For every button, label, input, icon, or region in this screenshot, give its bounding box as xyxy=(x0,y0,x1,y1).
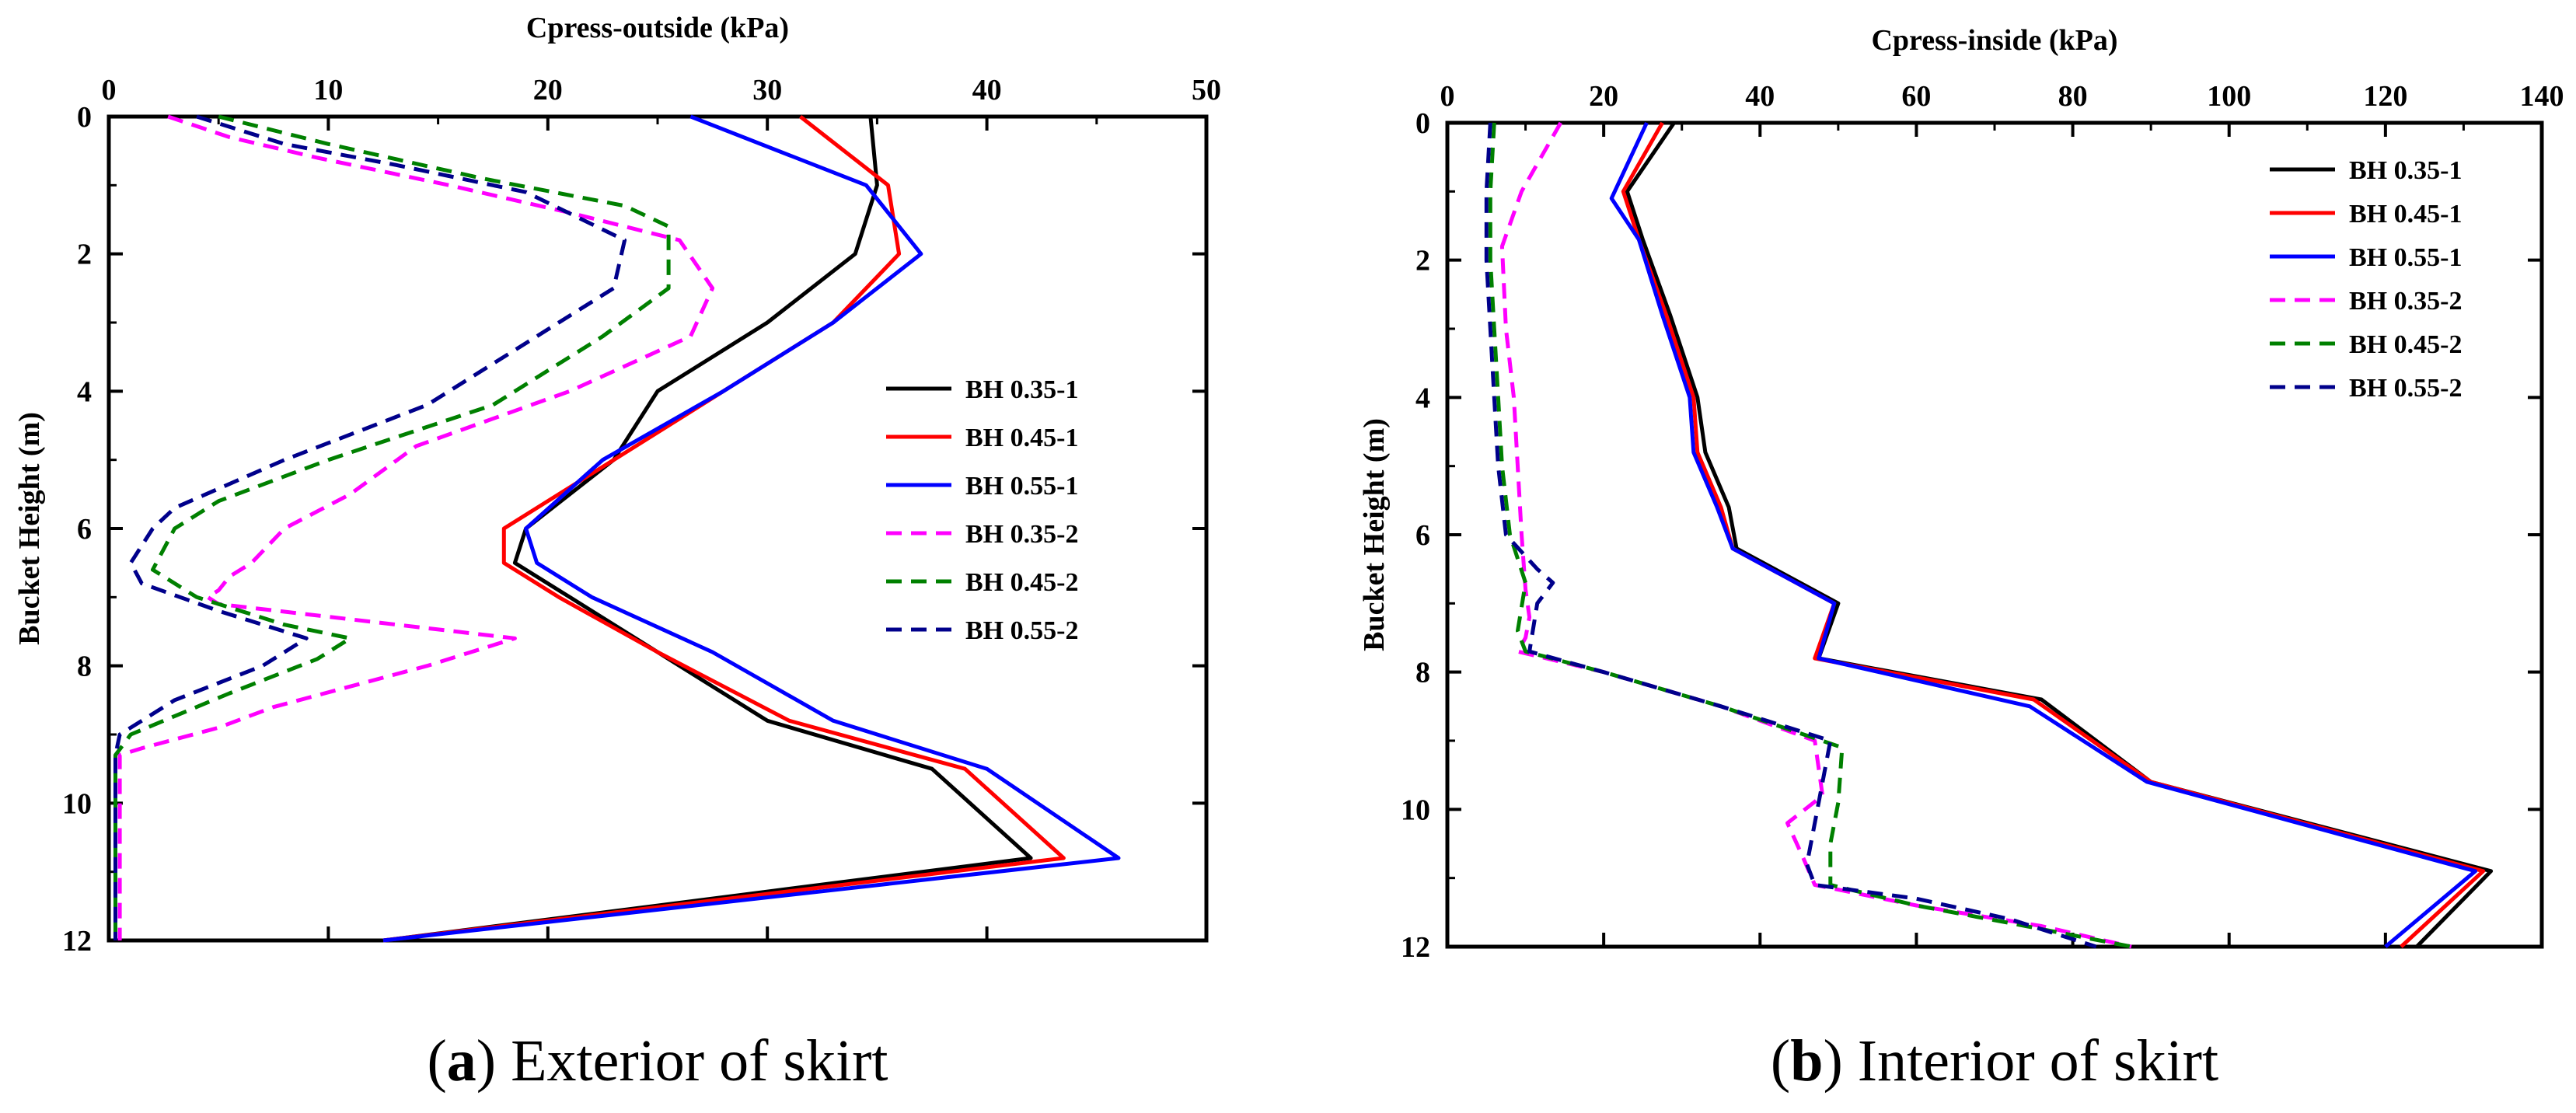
panel-b-legend-label-6: BH 0.55-2 xyxy=(2349,374,2462,403)
panel-a-legend-label-6: BH 0.55-2 xyxy=(965,616,1078,645)
panel-b-caption-letter: b xyxy=(1790,1028,1823,1094)
panel-b-series-line-3 xyxy=(1609,121,2477,948)
panel-a-series-line-5 xyxy=(113,114,671,940)
panel-b-legend-label-1: BH 0.35-1 xyxy=(2349,156,2462,185)
panel-b-legend-label-5: BH 0.45-2 xyxy=(2349,330,2462,359)
panel-a-series-line-1 xyxy=(382,116,1033,943)
panel-a-y-tick-label: 8 xyxy=(77,651,92,683)
panel-b-y-tick-label: 8 xyxy=(1415,657,1430,689)
panel-b-y-tick-label: 4 xyxy=(1415,382,1430,414)
panel-a-legend-label-3: BH 0.55-1 xyxy=(965,472,1078,501)
panel-a-y-tick-label: 10 xyxy=(62,787,92,820)
panel-a-y-tick-label: 12 xyxy=(62,925,92,958)
panel-b-x-tick-label: 120 xyxy=(2363,80,2407,113)
panel-a-series-line-2 xyxy=(382,115,1066,943)
panel-a-series xyxy=(113,114,1121,943)
panel-b-x-tick-label: 20 xyxy=(1589,80,1618,113)
panel-a-y-tick-label: 6 xyxy=(77,513,92,546)
panel-b-x-tick-label: 40 xyxy=(1745,80,1775,113)
panel-a-ticks: 0 10 20 30 40 50 0 2 4 6 8 10 12 xyxy=(62,74,1221,958)
panel-b-legend: BH 0.35-1 BH 0.45-1 BH 0.55-1 BH 0.35-2 BH 0… xyxy=(2270,156,2462,403)
panel-b-series-line-6 xyxy=(1484,122,2097,949)
panel-a-caption: (a) Exterior of skirt xyxy=(427,1028,888,1094)
panel-b-x-tick-label: 80 xyxy=(2058,80,2088,113)
panel-a-exterior-chart: 0 10 20 30 40 50 0 2 4 6 8 10 12 Cpress-outside (kPa… xyxy=(13,12,1221,1094)
panel-a-series-line-6 xyxy=(113,114,627,940)
panel-b-y-tick-label: 6 xyxy=(1415,519,1430,552)
panel-a-y-tick-label: 4 xyxy=(77,375,92,408)
panel-a-y-axis-title: Bucket Height (m) xyxy=(13,412,46,645)
panel-a-legend-label-5: BH 0.45-2 xyxy=(965,568,1078,597)
panel-b-ticks: 0 20 40 60 80 100 120 140 0 2 4 6 8 10 12 xyxy=(1401,80,2564,964)
panel-a-y-tick-label: 2 xyxy=(77,239,92,271)
panel-b-x-tick-label: 140 xyxy=(2520,80,2564,113)
panel-a-series-line-3 xyxy=(382,114,1121,943)
panel-a-x-axis-title: Cpress-outside (kPa) xyxy=(526,12,789,44)
panel-b-caption-text: Interior of skirt xyxy=(1858,1028,2218,1094)
panel-a-caption-letter: a xyxy=(447,1028,476,1094)
panel-a-x-tick-label: 40 xyxy=(972,74,1002,106)
panel-a-x-tick-label: 10 xyxy=(313,74,343,106)
panel-b-y-tick-label: 2 xyxy=(1415,245,1430,277)
panel-b-interior-chart: 0 20 40 60 80 100 120 140 0 2 4 6 8 10 12 Cpress-insid… xyxy=(1358,24,2564,1094)
panel-a-legend-label-4: BH 0.35-2 xyxy=(965,520,1078,549)
panel-a-legend-label-1: BH 0.35-1 xyxy=(965,375,1078,404)
panel-b-x-tick-label: 0 xyxy=(1440,80,1455,113)
panel-b-legend-label-3: BH 0.55-1 xyxy=(2349,243,2462,272)
panel-b-y-tick-label: 0 xyxy=(1415,107,1430,140)
panel-b-legend-label-4: BH 0.35-2 xyxy=(2349,287,2462,316)
panel-b-x-tick-label: 100 xyxy=(2207,80,2251,113)
panel-a-caption-text: Exterior of skirt xyxy=(511,1028,888,1094)
panel-b-y-tick-label: 10 xyxy=(1401,794,1430,826)
panel-a-x-tick-label: 50 xyxy=(1192,74,1221,106)
panel-a-x-tick-label: 30 xyxy=(752,74,782,106)
panel-b-x-tick-label: 60 xyxy=(1901,80,1931,113)
panel-a-legend: BH 0.35-1 BH 0.45-1 BH 0.55-1 BH 0.35-2 BH 0… xyxy=(886,375,1078,645)
panel-a-x-tick-label: 0 xyxy=(102,74,117,106)
panel-a-x-tick-label: 20 xyxy=(533,74,563,106)
panel-b-series xyxy=(1484,121,2494,949)
panel-b-y-tick-label: 12 xyxy=(1401,931,1430,964)
panel-a-legend-label-2: BH 0.45-1 xyxy=(965,424,1078,452)
panel-b-x-axis-title: Cpress-inside (kPa) xyxy=(1871,24,2117,57)
panel-a-y-tick-label: 0 xyxy=(77,101,92,134)
panel-b-series-line-5 xyxy=(1488,122,2132,949)
panel-b-caption: (b) Interior of skirt xyxy=(1771,1028,2218,1094)
panel-b-legend-label-2: BH 0.45-1 xyxy=(2349,200,2462,229)
panel-b-y-axis-title: Bucket Height (m) xyxy=(1358,418,1391,651)
